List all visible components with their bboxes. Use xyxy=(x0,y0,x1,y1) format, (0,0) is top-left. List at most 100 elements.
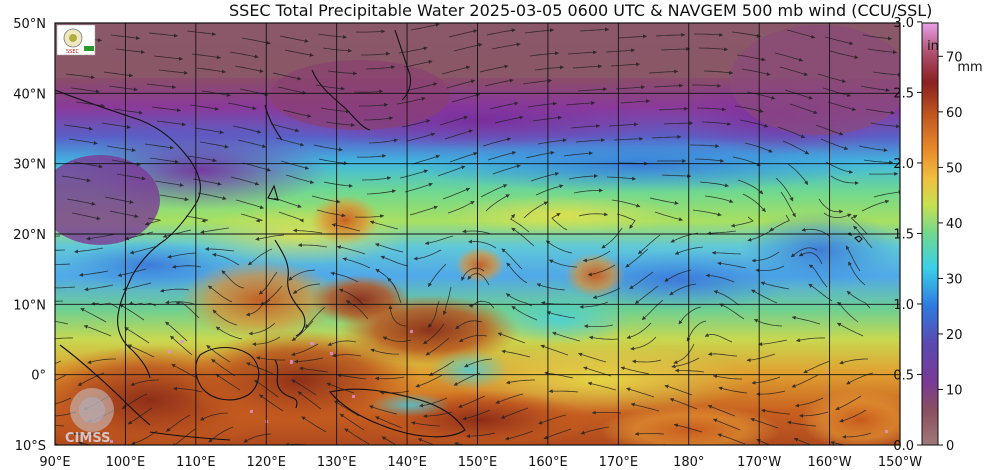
wind-streamline xyxy=(486,28,516,36)
wind-streamline xyxy=(423,323,445,345)
wind-streamline xyxy=(482,137,512,147)
wind-streamline xyxy=(613,136,644,141)
wind-streamline xyxy=(606,176,637,181)
wind-streamline xyxy=(292,283,321,294)
wind-streamline xyxy=(273,197,302,208)
wind-streamline xyxy=(122,282,152,291)
wind-streamline xyxy=(235,199,264,209)
lat-label: 10°S xyxy=(15,439,46,454)
wind-streamline xyxy=(793,437,812,445)
wind-streamline xyxy=(61,175,91,183)
wind-streamline xyxy=(506,379,535,385)
wind-streamline xyxy=(537,138,567,145)
wind-streamline xyxy=(74,247,104,254)
wind-streamline xyxy=(171,363,198,379)
wind-streamline xyxy=(227,102,257,111)
wind-streamline xyxy=(229,51,259,59)
wind-streamline xyxy=(587,381,617,391)
colorbar-inch-unit: in xyxy=(927,39,939,54)
map-frame xyxy=(54,22,901,446)
coast-sumatra xyxy=(59,344,151,426)
wind-streamline xyxy=(55,397,72,405)
wind-streamline xyxy=(159,194,189,202)
wind-streamline xyxy=(719,303,745,320)
wind-streamline xyxy=(424,235,454,245)
wind-streamline xyxy=(403,59,433,68)
wind-streamline xyxy=(379,390,410,395)
wind-streamline xyxy=(119,304,145,321)
lon-label: 130°E xyxy=(317,455,357,470)
wind-streamline xyxy=(500,407,529,419)
wind-streamline xyxy=(215,326,243,340)
wind-streamline xyxy=(578,352,607,363)
wind-streamline xyxy=(382,336,412,342)
wind-streamline xyxy=(572,64,603,69)
wind-streamline xyxy=(713,290,740,306)
wind-streamline xyxy=(406,132,436,142)
wind-streamline xyxy=(171,428,196,445)
wind-streamline xyxy=(839,358,868,365)
wind-streamline xyxy=(787,163,809,186)
wind-streamline xyxy=(654,211,683,222)
lon-label: 90°E xyxy=(39,455,70,470)
wind-streamline xyxy=(678,306,702,325)
wind-streamline xyxy=(692,209,722,217)
wind-streamline xyxy=(144,143,174,150)
wind-streamline xyxy=(608,122,639,127)
lon-label: 160°E xyxy=(528,455,568,470)
wind-streamline xyxy=(413,249,442,261)
colorbar-mm-label: 40 xyxy=(946,217,963,232)
wind-streamline xyxy=(428,300,440,328)
wind-streamline xyxy=(565,101,596,106)
wind-streamline xyxy=(78,441,94,445)
wind-streamline xyxy=(337,373,367,380)
lat-label: 0° xyxy=(31,369,46,384)
wind-streamline xyxy=(545,240,573,254)
wind-streamline xyxy=(75,101,105,108)
wind-streamline xyxy=(361,51,391,56)
wind-streamline xyxy=(872,71,900,77)
wind-streamline xyxy=(775,177,794,202)
colorbar-mm-label: 20 xyxy=(946,328,963,343)
cimss-logo-text: CIMSS xyxy=(65,431,110,446)
wind-streamline xyxy=(285,174,315,184)
wind-streamline xyxy=(355,29,386,34)
wind-streamline xyxy=(801,227,830,237)
wind-streamline xyxy=(320,107,350,114)
wind-streamline xyxy=(540,344,569,356)
colorbar-inch-label: 1.0 xyxy=(893,298,914,313)
lon-label: 170°E xyxy=(599,455,639,470)
wind-streamline xyxy=(353,89,384,94)
wind-streamline xyxy=(750,417,779,429)
wind-streamline xyxy=(80,308,107,323)
wind-streamline xyxy=(777,126,806,139)
wind-streamline xyxy=(79,270,109,277)
lon-label: 110°E xyxy=(176,455,216,470)
coast-new-guinea xyxy=(329,388,466,438)
wind-streamline xyxy=(701,121,732,126)
wind-streamline xyxy=(284,49,314,57)
wind-streamline xyxy=(154,180,184,187)
wind-streamline xyxy=(366,189,396,195)
wind-streamline xyxy=(552,331,581,342)
wind-streamline xyxy=(173,386,203,393)
wind-streamline xyxy=(454,441,468,445)
map-title: SSEC Total Precipitable Water 2025-03-05… xyxy=(0,0,1000,22)
wind-streamline xyxy=(699,181,729,188)
wind-streamline xyxy=(822,87,852,97)
wind-streamline xyxy=(780,191,796,218)
wind-streamline xyxy=(505,293,533,307)
wind-streamline xyxy=(730,216,754,228)
wind-streamline xyxy=(215,373,241,391)
wind-streamline xyxy=(108,85,138,92)
wind-streamline xyxy=(449,151,478,163)
lat-label: 20°N xyxy=(13,228,46,243)
wind-streamline xyxy=(169,335,193,356)
wind-streamline xyxy=(192,178,222,186)
wind-streamline xyxy=(620,366,650,375)
wind-streamline xyxy=(381,436,397,445)
wind-streamline xyxy=(858,145,888,153)
wind-streamline xyxy=(315,84,345,91)
wind-streamline xyxy=(779,66,808,76)
wind-streamline xyxy=(538,414,567,425)
